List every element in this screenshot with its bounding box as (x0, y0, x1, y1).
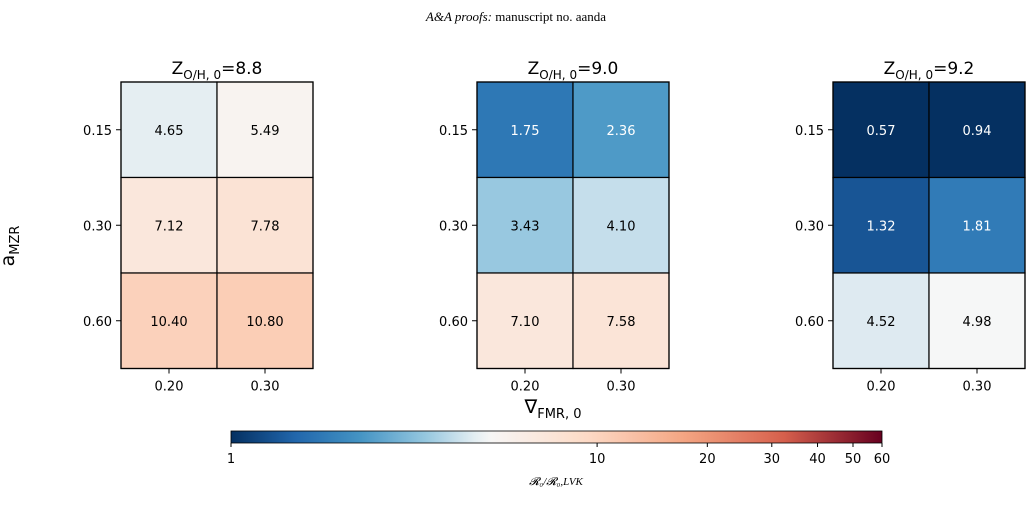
y-tick-label: 0.30 (439, 219, 468, 234)
panel-title: ZO/H, 0=9.2 (884, 59, 975, 82)
cell-value-label: 1.75 (511, 124, 540, 139)
colorbar-tick-label: 10 (589, 452, 606, 467)
x-tick-label: 0.20 (867, 380, 896, 395)
colorbar-tick-label: 50 (845, 452, 862, 467)
y-tick-label: 0.15 (795, 124, 824, 139)
y-tick-label: 0.15 (83, 124, 112, 139)
cell-value-label: 2.36 (607, 124, 636, 139)
heatmap-panel: ZO/H, 0=9.2 0.57 0.94 1.32 1.81 4.52 4.98 0.15 0… (795, 59, 1026, 395)
heatmap-cell (572, 176, 670, 274)
colorbar-tick-label: 30 (764, 452, 781, 467)
heatmap-cell (120, 81, 218, 179)
y-axis-label-main: a (0, 255, 19, 267)
heatmap-cell (832, 81, 930, 179)
cell-value-label: 4.10 (607, 219, 636, 234)
x-tick-label: 0.30 (251, 380, 280, 395)
heatmap-panel: ZO/H, 0=8.8 4.65 5.49 7.12 7.78 10.40 10.80 0.1… (83, 59, 314, 395)
y-tick-label: 0.60 (795, 315, 824, 330)
cell-value-label: 4.98 (963, 315, 992, 330)
heatmap-cell (832, 176, 930, 274)
heatmap-cell (216, 176, 314, 274)
y-tick-label: 0.60 (439, 315, 468, 330)
y-tick-label: 0.15 (439, 124, 468, 139)
heatmap-cell (832, 272, 930, 370)
cell-value-label: 7.78 (251, 219, 280, 234)
cell-value-label: 7.10 (511, 315, 540, 330)
x-axis-label: ∇FMR, 0 (524, 396, 582, 422)
colorbar-tick-label: 40 (809, 452, 826, 467)
heatmap-cell (928, 81, 1026, 179)
heatmap-cell (572, 272, 670, 370)
cell-value-label: 7.58 (607, 315, 636, 330)
y-tick-label: 0.30 (795, 219, 824, 234)
heatmap-cell (216, 272, 314, 370)
x-tick-label: 0.20 (155, 380, 184, 395)
cell-value-label: 7.12 (155, 219, 184, 234)
cell-value-label: 10.40 (150, 315, 187, 330)
cell-value-label: 5.49 (251, 124, 280, 139)
heatmap-cell (476, 176, 574, 274)
cell-value-label: 0.57 (867, 124, 896, 139)
heatmap-cell (120, 272, 218, 370)
journal-name: A&A proofs: (425, 9, 492, 24)
panel-title: ZO/H, 0=8.8 (172, 59, 263, 82)
page-header: A&A proofs: manuscript no. aanda (0, 9, 1032, 25)
y-axis-label: aMZR (0, 226, 23, 267)
colorbar-label: 𝓡₀/𝓡₀,LVK (529, 476, 583, 488)
x-axis-label-sub: FMR, 0 (537, 407, 581, 422)
x-tick-label: 0.30 (963, 380, 992, 395)
cell-value-label: 3.43 (511, 219, 540, 234)
manuscript-info: manuscript no. aanda (495, 9, 607, 24)
colorbar-tick-label: 60 (874, 452, 891, 467)
heatmap-cell (928, 272, 1026, 370)
cell-value-label: 1.81 (963, 219, 992, 234)
y-axis-label-sub: MZR (8, 226, 23, 255)
colorbar-gradient (230, 430, 883, 444)
cell-value-label: 1.32 (867, 219, 896, 234)
colorbar-tick-label: 1 (227, 452, 235, 467)
y-tick-label: 0.30 (83, 219, 112, 234)
heatmap-cell (572, 81, 670, 179)
cell-value-label: 0.94 (963, 124, 992, 139)
x-tick-label: 0.30 (607, 380, 636, 395)
heatmap-cell (120, 176, 218, 274)
y-tick-label: 0.60 (83, 315, 112, 330)
cell-value-label: 10.80 (246, 315, 283, 330)
heatmap-panel: ZO/H, 0=9.0 1.75 2.36 3.43 4.10 7.10 7.58 0.15 0… (439, 59, 670, 395)
colorbar: 1 10 20 30 40 50 60 𝓡₀/𝓡₀,LVK (227, 430, 891, 488)
x-tick-label: 0.20 (511, 380, 540, 395)
cell-value-label: 4.65 (155, 124, 184, 139)
colorbar-tick-label: 20 (699, 452, 716, 467)
panel-title: ZO/H, 0=9.0 (528, 59, 619, 82)
cell-value-label: 4.52 (867, 315, 896, 330)
x-axis-label-main: ∇ (524, 396, 538, 418)
heatmap-cell (928, 176, 1026, 274)
